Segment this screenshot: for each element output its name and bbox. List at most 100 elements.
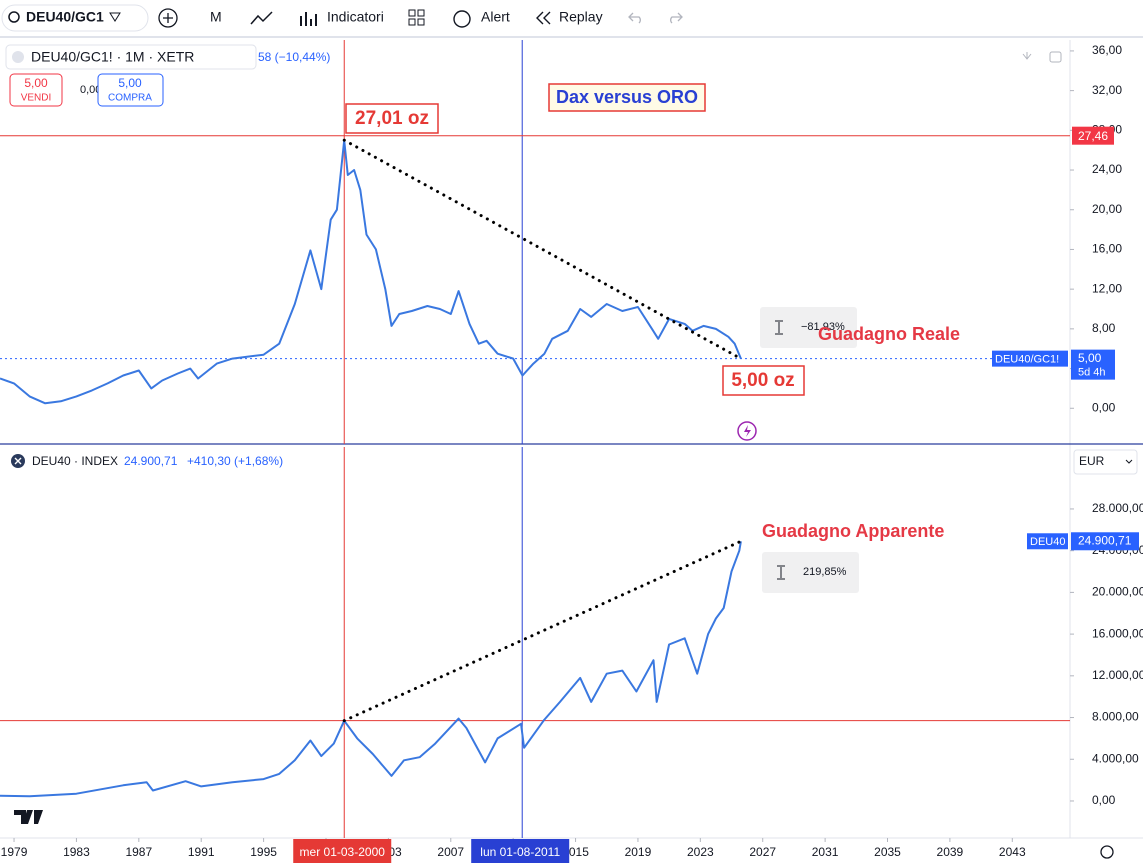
measure-label: 219,85% — [803, 566, 847, 578]
icon — [14, 457, 22, 465]
bottom-legend: DEU40 · INDEX 24.900,71 +410,30 (+1,68%)… — [11, 449, 1138, 859]
x-tick-label: 2043 — [999, 845, 1026, 859]
x-tick-label: 2023 — [687, 845, 714, 859]
buy-button[interactable] — [97, 73, 164, 107]
currency[interactable]: EUR — [1079, 454, 1105, 468]
trend-line — [342, 138, 743, 361]
price-tag — [1072, 126, 1114, 145]
x-tick-label: 1991 — [188, 845, 215, 859]
trend-line — [342, 539, 743, 723]
icon — [163, 13, 173, 23]
icon — [109, 12, 121, 22]
annotation: Guadagno Reale — [818, 324, 960, 344]
price-line — [0, 139, 742, 405]
x-tick-label: 1979 — [1, 845, 28, 859]
legend-price: 24.900,71 — [124, 454, 178, 468]
event-icon — [744, 425, 751, 437]
buy-label: COMPRA — [108, 93, 152, 104]
indicators-button[interactable]: Indicatori — [327, 9, 384, 25]
y-tick-label: 32,00 — [1092, 83, 1122, 97]
legend-change: +410,30 (+1,68%) — [187, 454, 283, 468]
alert-icon — [453, 10, 471, 28]
price-line — [0, 541, 742, 798]
replay-icon — [536, 11, 551, 25]
icon — [1125, 459, 1133, 464]
currency-selector[interactable] — [1073, 449, 1138, 475]
x-tick-label: 2035 — [874, 845, 901, 859]
series-tag-label: DEU40/GC1! — [995, 354, 1059, 366]
buy-price: 5,00 — [118, 76, 142, 90]
redo[interactable] — [670, 12, 683, 24]
title-box — [548, 83, 706, 112]
scroll-icon[interactable] — [1022, 52, 1032, 60]
crosshair-date: mer 01-03-2000 — [300, 845, 386, 859]
x-tick-label: 2027 — [749, 845, 776, 859]
top-legend: DEU40/GC1! · 1M · XETR 58 (−10,44%) 5,00… — [5, 44, 1062, 107]
y-tick-label: 8.000,00 — [1092, 710, 1139, 724]
last-price-label: 24.900,71 — [1078, 533, 1132, 547]
x-tick-label: 2031 — [812, 845, 839, 859]
alert-button[interactable]: Alert — [481, 9, 510, 25]
add-symbol[interactable] — [158, 8, 178, 28]
countdown: 5d 4h — [1078, 367, 1106, 379]
annotation: 5,00 oz — [731, 370, 794, 391]
measure-box — [762, 552, 859, 593]
tradingview-logo — [14, 810, 43, 824]
series-tag — [992, 350, 1068, 367]
chart-type[interactable] — [250, 11, 273, 25]
x-tick-label: 1987 — [125, 845, 152, 859]
x-tick-label: 2007 — [437, 845, 464, 859]
symbol-search[interactable] — [1, 4, 149, 32]
settings[interactable] — [1100, 845, 1114, 859]
sell-price: 5,00 — [24, 76, 48, 90]
y-tick-label: 20.000,00 — [1092, 585, 1143, 599]
x-tick-label: 2019 — [625, 845, 652, 859]
symbol[interactable]: DEU40/GC1 — [26, 9, 104, 25]
last-price-tag — [1071, 349, 1115, 380]
layout-icon[interactable] — [408, 9, 416, 17]
crosshair-date-tag — [471, 839, 570, 863]
y-tick-label: 8,00 — [1092, 321, 1116, 335]
spread: 0,00 — [80, 84, 101, 96]
y-tick-label: 0,00 — [1092, 400, 1116, 414]
search-icon — [8, 11, 20, 23]
crosshair-date-tag — [293, 839, 392, 863]
layout-icon — [417, 9, 425, 17]
y-tick-label: 0,00 — [1092, 793, 1116, 807]
symbol-logo — [12, 51, 24, 63]
series-tag-label: DEU40 — [1030, 536, 1065, 548]
x-tick-label: 2039 — [937, 845, 964, 859]
x-tick-label: 1983 — [63, 845, 90, 859]
crosshair-date: lun 01-08-2011 — [480, 845, 560, 859]
measure-icon — [775, 320, 783, 335]
sell-button[interactable] — [9, 73, 63, 107]
interval[interactable]: M — [210, 9, 222, 25]
plot-layer: 0,004,008,0012,0016,0020,0024,0028,0032,… — [0, 40, 1143, 863]
maximize-icon[interactable] — [1049, 51, 1062, 63]
layout-icon — [408, 18, 416, 26]
indicators-icon — [300, 12, 317, 26]
toolbar: DEU40/GC1 M Indicatori Alert Replay — [0, 4, 1143, 38]
replay-button[interactable]: Replay — [559, 9, 603, 25]
measure-box — [760, 307, 857, 348]
chart-title: Dax versus ORO — [556, 87, 698, 107]
undo[interactable] — [628, 12, 641, 24]
y-tick-label: 12,00 — [1092, 281, 1122, 295]
y-tick-label: 20,00 — [1092, 202, 1122, 216]
y-tick-label: 24,00 — [1092, 162, 1122, 176]
legend-symbol: DEU40 · INDEX — [32, 454, 118, 468]
legend-change: 58 (−10,44%) — [258, 50, 330, 64]
x-tick-label: 1995 — [250, 845, 277, 859]
legend-symbol: DEU40/GC1! · 1M · XETR — [31, 49, 194, 65]
annotation-box — [345, 103, 439, 134]
y-tick-label: 16,00 — [1092, 242, 1122, 256]
sell-label: VENDI — [21, 93, 52, 104]
legend-box — [5, 44, 257, 70]
y-tick-label: 12.000,00 — [1092, 668, 1143, 682]
y-tick-label: 36,00 — [1092, 43, 1122, 57]
series-tag — [1027, 533, 1068, 550]
y-tick-label: 4.000,00 — [1092, 751, 1139, 765]
annotation: 27,01 oz — [355, 108, 429, 129]
annotation-box — [722, 365, 805, 396]
